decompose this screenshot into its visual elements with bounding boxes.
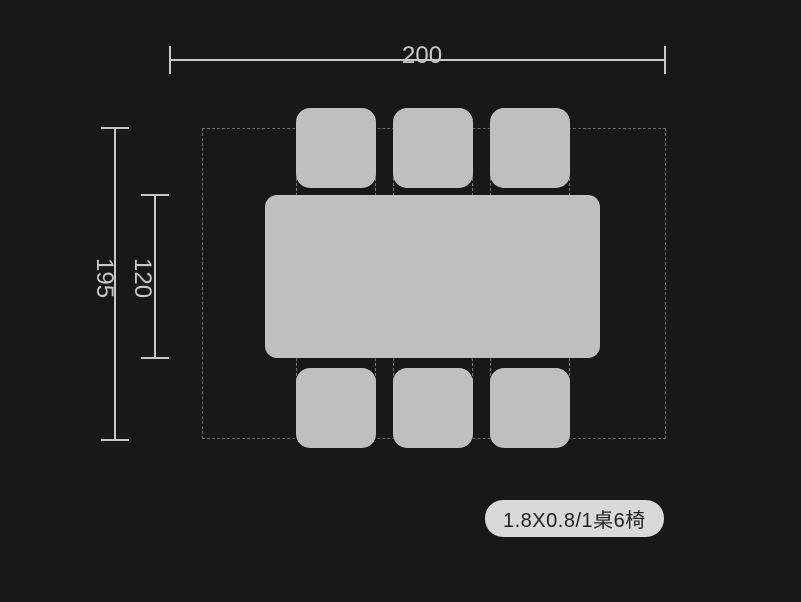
size-badge: 1.8X0.8/1桌6椅: [485, 500, 664, 537]
chair-bottom-2: [393, 368, 473, 448]
table: [265, 195, 600, 358]
chair-top-3: [490, 108, 570, 188]
chair-bottom-1: [296, 368, 376, 448]
diagram-stage: 200 120 195 1.8X0.8/1桌6椅: [0, 0, 801, 602]
chair-bottom-3: [490, 368, 570, 448]
height-195-label: 195: [90, 258, 118, 298]
chair-top-2: [393, 108, 473, 188]
chair-top-1: [296, 108, 376, 188]
